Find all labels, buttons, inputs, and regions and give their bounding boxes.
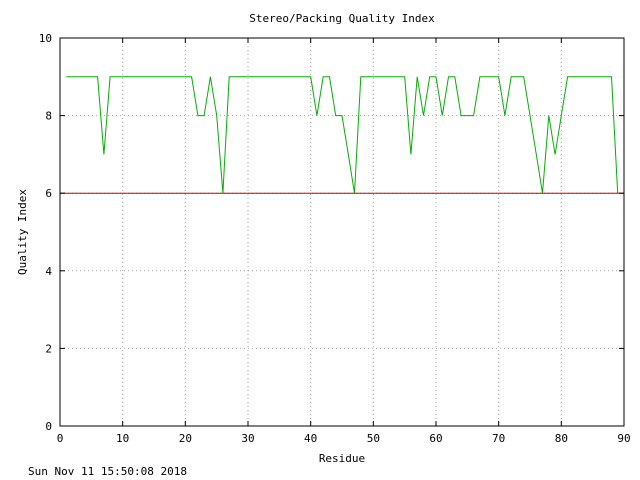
y-tick-label: 4	[45, 265, 52, 278]
y-tick-label: 10	[39, 32, 52, 45]
x-tick-label: 70	[492, 432, 505, 445]
y-axis-label: Quality Index	[16, 189, 29, 275]
x-tick-label: 50	[367, 432, 380, 445]
x-tick-label: 90	[617, 432, 630, 445]
x-axis-label: Residue	[319, 452, 365, 465]
y-tick-label: 6	[45, 187, 52, 200]
axis-ticks: 0 10 20 30 40 50 60 70 80 90 0 2 4 6 8 10	[39, 32, 631, 445]
x-tick-label: 30	[241, 432, 254, 445]
series-line-1	[66, 76, 619, 194]
x-tick-label: 10	[116, 432, 129, 445]
y-tick-label: 8	[45, 110, 52, 123]
x-tick-label: 80	[555, 432, 568, 445]
x-tick-label: 60	[429, 432, 442, 445]
series-lines	[60, 76, 624, 194]
plot-border	[59, 37, 625, 427]
y-tick-label: 2	[45, 342, 52, 355]
chart-title: Stereo/Packing Quality Index	[249, 12, 435, 25]
grid-lines	[60, 38, 624, 426]
x-tick-label: 40	[304, 432, 317, 445]
x-tick-label: 0	[57, 432, 64, 445]
y-tick-label: 0	[45, 420, 52, 433]
generated-timestamp: Sun Nov 11 15:50:08 2018	[28, 465, 187, 478]
x-tick-label: 20	[179, 432, 192, 445]
